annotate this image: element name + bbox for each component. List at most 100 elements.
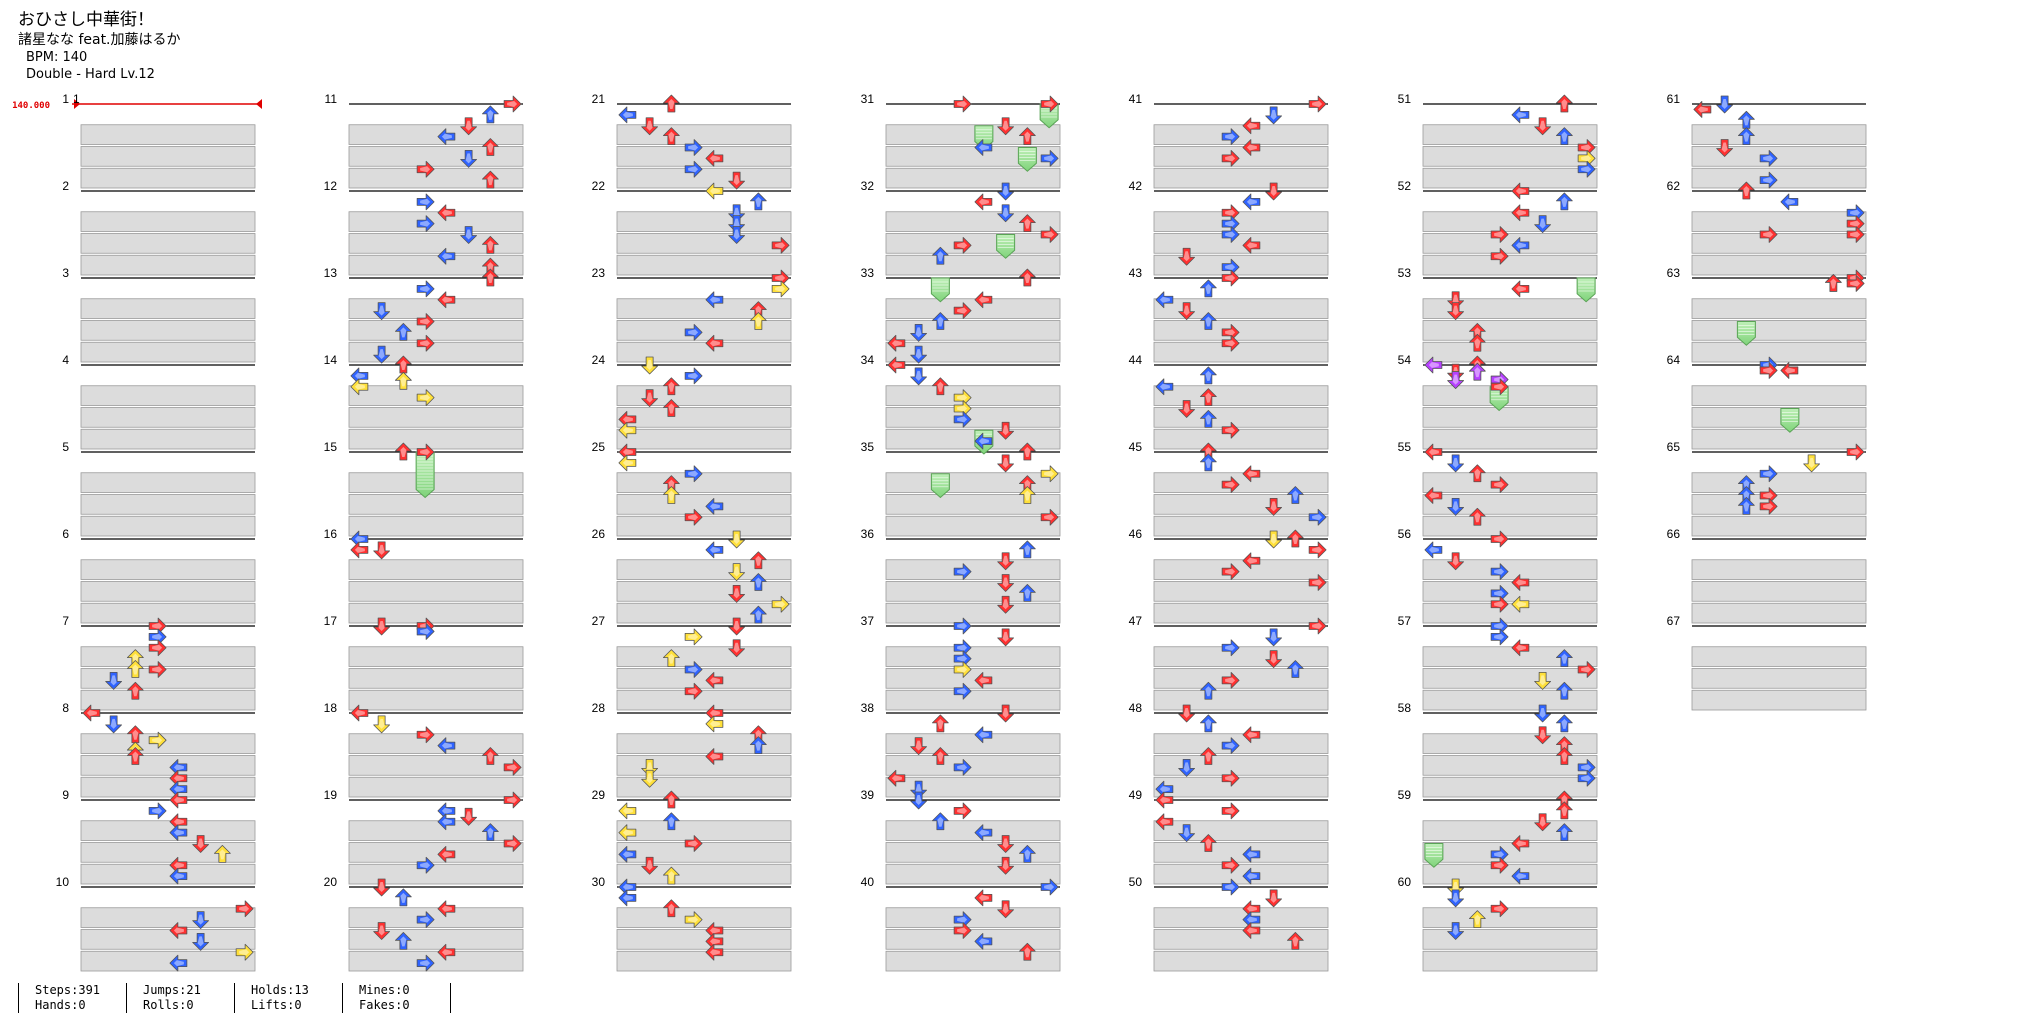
beat-band [348,820,524,841]
beat-band [885,341,1061,363]
measure-number: 48 [1129,701,1143,715]
beat-band [1153,472,1329,493]
down-arrow-icon [641,769,659,788]
left-arrow-icon [705,704,724,722]
measure-block: 48 [1129,701,1329,798]
left-arrow-icon [1511,574,1530,591]
beat-band [80,776,256,798]
right-arrow-icon [235,943,254,961]
beat-band [80,668,256,689]
measure-block: 38 [861,701,1061,798]
right-arrow-icon [416,911,435,929]
up-arrow-icon [126,747,144,765]
beat-band [80,341,256,363]
beat-band [616,233,792,254]
measure-block: 8 [62,701,256,798]
beat-band [80,211,256,232]
beat-band [1153,211,1329,232]
up-arrow-icon [1555,823,1573,842]
beat-band [1691,146,1867,167]
beat-band [80,233,256,254]
right-arrow-icon [684,682,703,700]
right-arrow-icon [1490,595,1509,613]
measure-number: 52 [1398,179,1412,193]
beat-band [1691,341,1867,363]
measure-number: 4 [62,353,69,367]
measure-block: 11 [325,92,524,189]
beat-band [348,472,524,493]
beat-band [80,646,256,667]
beat-band [616,428,792,450]
right-arrow-icon [1221,671,1240,689]
down-arrow-icon [997,856,1015,875]
down-arrow-icon [1265,530,1283,549]
right-arrow-icon [416,443,435,461]
up-arrow-icon [749,736,767,755]
beat-band [1422,254,1598,276]
down-arrow-icon [460,807,478,826]
up-arrow-icon [1199,409,1217,428]
left-arrow-icon [1780,362,1799,379]
right-arrow-icon [1221,878,1240,896]
beat-band [1422,559,1598,580]
beat-band [616,733,792,754]
left-arrow-icon [1242,193,1261,211]
right-arrow-icon [1490,530,1509,548]
right-arrow-icon [1040,508,1059,526]
measure-block: 42 [1129,179,1329,276]
measure-number: 62 [1667,179,1681,193]
right-arrow-icon [1759,362,1778,379]
measure-number: 40 [861,875,875,889]
beat-band [1153,407,1329,428]
beat-band [348,755,524,776]
beat-band [80,407,256,428]
beat-band [1153,863,1329,885]
beat-band [1422,211,1598,232]
left-arrow-icon [705,932,724,950]
measure-block: 21 [592,92,792,189]
up-arrow-icon [662,486,680,504]
down-arrow-icon [910,323,928,342]
down-arrow-icon [1178,824,1196,843]
right-arrow-icon [1759,497,1778,515]
measure-block: 66 [1667,527,1867,624]
left-arrow-icon [1511,182,1530,200]
beat-band [348,689,524,711]
left-arrow-icon [1511,106,1530,124]
right-arrow-icon [1577,769,1596,787]
down-arrow-icon [1178,247,1196,266]
up-arrow-icon [931,747,949,765]
measure-block: 31 [861,92,1061,189]
right-arrow-icon [1490,247,1509,265]
down-arrow-icon [997,421,1015,440]
right-arrow-icon [1040,878,1059,896]
up-arrow-icon [1018,486,1036,504]
right-arrow-icon [1846,226,1865,243]
beat-band [885,472,1061,493]
beat-band [80,929,256,950]
up-arrow-icon [662,127,680,146]
measure-block: 45 [1129,440,1329,537]
measure-block: 10 [56,875,256,972]
beat-band [80,689,256,711]
left-arrow-icon [1155,378,1174,396]
beat-band [1153,820,1329,841]
measure-number: 3 [62,266,69,280]
up-arrow-icon [481,170,499,189]
beat-band [616,863,792,885]
up-arrow-icon [481,235,499,254]
beat-band [1422,733,1598,754]
song-artist: 諸星なな feat.加藤はるか [18,32,181,48]
stat-cell: Steps:391 Hands:0 [18,983,126,1013]
measure-number: 64 [1667,353,1681,367]
beat-band [1422,950,1598,972]
beat-band [1153,298,1329,319]
left-arrow-icon [618,443,637,461]
beat-band [616,820,792,841]
right-arrow-icon [953,617,972,635]
hold-note [1424,843,1444,868]
beat-band [885,733,1061,754]
measure-block: 67 [1667,614,1867,711]
right-arrow-icon [1221,769,1240,787]
left-arrow-icon [887,769,906,787]
